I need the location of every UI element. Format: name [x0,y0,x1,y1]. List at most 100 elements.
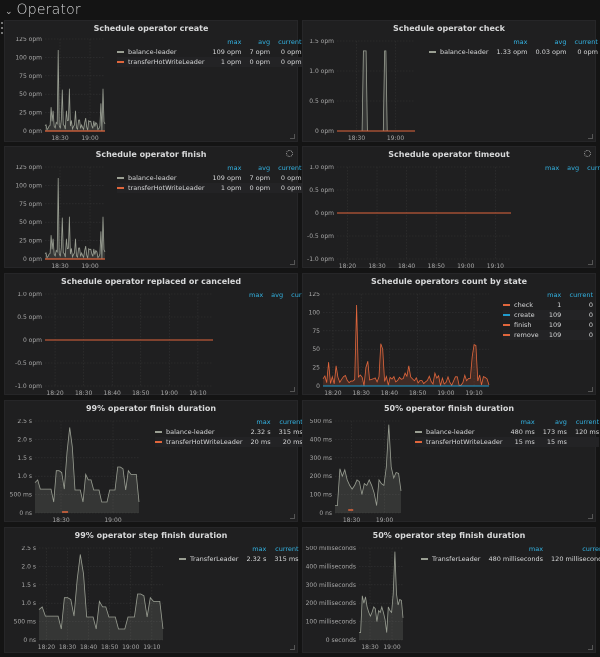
panel-schedule-operator-finish[interactable]: Schedule operator finish 125 opm 100 opm 75… [4,146,302,271]
legend-item[interactable]: check 1 0 [503,300,593,310]
panel-schedule-operator-replaced-or-canceled[interactable]: Schedule operator replaced or canceled 1.… [4,273,315,398]
legend-header-current[interactable]: current [278,38,302,46]
series-color-swatch[interactable] [155,431,162,433]
series-color-swatch[interactable] [429,51,436,53]
legend-item[interactable]: balance-leader 480 ms 173 ms 120 ms [415,427,599,437]
panel-schedule-operator-timeout[interactable]: Schedule operator timeout 1.0 opm 0.5 opm 0… [302,146,600,271]
legend-header-max[interactable]: max [249,291,264,299]
legend-item[interactable]: transferHotWriteLeader 20 ms 20 ms [155,437,303,447]
resize-handle-icon[interactable] [290,645,295,650]
series-color-swatch[interactable] [117,51,124,53]
legend-header-current[interactable]: current [574,38,598,46]
series-color-swatch[interactable] [155,441,162,443]
legend-header-avg[interactable]: avg [258,38,271,46]
legend-header-current[interactable]: current [587,164,600,172]
panel-title[interactable]: Schedule operator timeout [388,150,510,159]
graph-canvas[interactable]: 1.0 opm 0.5 opm 0 opm -0.5 opm -1.0 opm 18:20… [5,292,217,398]
series-color-swatch[interactable] [503,324,510,326]
panel-schedule-operator-create[interactable]: Schedule operator create 125 opm 100 opm 75… [4,20,302,143]
legend-item[interactable]: balance-leader 109 opm 7 opm 0 opm [117,173,302,183]
legend-header-max[interactable]: max [513,38,528,46]
legend-item[interactable]: balance-leader 2.32 s 315 ms [155,427,303,437]
legend-header-max[interactable]: max [252,545,267,553]
resize-handle-icon[interactable] [290,260,295,265]
series-name[interactable]: transferHotWriteLeader [128,58,205,66]
series-name[interactable]: balance-leader [128,174,177,182]
series-name[interactable]: balance-leader [426,428,475,436]
legend-header-max[interactable]: max [520,418,535,426]
legend-item[interactable]: transferHotWriteLeader 15 ms 15 ms [415,437,600,447]
series-color-swatch[interactable] [117,187,124,189]
graph-canvas[interactable]: 500 milliseconds 400 milliseconds 300 mill… [303,546,407,652]
panel-title[interactable]: Schedule operator check [393,24,505,33]
panel-title[interactable]: Schedule operators count by state [370,277,527,286]
panel-title[interactable]: Schedule operator finish [95,150,207,159]
panel-title[interactable]: 99% operator step finish duration [74,531,228,540]
series-name[interactable]: TransferLeader [190,555,239,563]
resize-handle-icon[interactable] [588,645,593,650]
legend-header-current[interactable]: current [575,418,600,426]
panel-title[interactable]: 99% operator finish duration [85,404,217,413]
graph-canvas[interactable]: 500 ms 400 ms 300 ms 200 ms 100 ms 0 ns 18:30 1… [303,419,405,525]
chevron-down-icon[interactable]: ⌄ [5,6,13,17]
legend-header-avg[interactable]: avg [567,164,580,172]
series-name[interactable]: finish [514,321,532,329]
graph-canvas[interactable]: 125 opm 100 opm 75 opm 50 opm 25 opm 0 opm 18:… [5,165,109,271]
panel-title[interactable]: Schedule operator create [93,24,209,33]
graph-canvas[interactable]: 1.5 opm 1.0 opm 0.5 opm 0 opm 18:30 19:00 [303,39,419,143]
row-header-operator[interactable]: ⌄ Operator [0,0,600,20]
legend-item[interactable]: transferHotWriteLeader 1 opm 0 opm 0 opm [117,57,302,67]
panel-schedule-operators-count-by-state[interactable]: Schedule operators count by state 125 100 7… [302,273,596,398]
panel-p50-operator-finish-duration[interactable]: 50% operator finish duration 500 ms 400 ms… [302,400,600,525]
panel-schedule-operator-check[interactable]: Schedule operator check 1.5 opm 1.0 opm 0.5… [302,20,598,143]
series-name[interactable]: check [514,301,534,309]
graph-canvas[interactable]: 125 opm 100 opm 75 opm 50 opm 25 opm 0 opm 18:… [5,37,109,143]
graph-canvas[interactable]: 2.5 s 2.0 s 1.5 s 1.0 s 500 ms 0 ns 18:30 19:00 [5,419,143,525]
resize-handle-icon[interactable] [290,134,295,139]
legend-header-avg[interactable]: avg [258,164,271,172]
legend-item[interactable]: create 109 0 [503,310,593,320]
legend-header-avg[interactable]: avg [554,418,567,426]
series-name[interactable]: balance-leader [440,48,489,56]
graph-canvas[interactable]: 125 100 75 50 25 0 18:20 18:30 18:40 18:50 19:00 19… [303,292,493,398]
resize-handle-icon[interactable] [290,514,295,519]
legend-item[interactable]: balance-leader 109 opm 7 opm 0 opm [117,47,302,57]
series-color-swatch[interactable] [421,558,428,560]
graph-canvas[interactable]: 1.0 opm 0.5 opm 0 opm -0.5 opm -1.0 opm 18:20… [303,165,515,271]
panel-p99-operator-step-finish-duration[interactable]: 99% operator step finish duration 2.5 s 2.… [4,527,299,653]
resize-handle-icon[interactable] [588,514,593,519]
series-name[interactable]: balance-leader [128,48,177,56]
series-color-swatch[interactable] [415,431,422,433]
series-name[interactable]: create [514,311,535,319]
legend-header-current[interactable]: current [582,545,600,553]
legend-header-current[interactable]: current [569,291,593,299]
legend-header-current[interactable]: current [278,164,302,172]
panel-title[interactable]: Schedule operator replaced or canceled [60,277,242,286]
series-color-swatch[interactable] [415,441,422,443]
legend-item[interactable]: transferHotWriteLeader 1 opm 0 opm 0 opm [117,183,302,193]
legend-item[interactable]: TransferLeader 2.32 s 315 ms [179,554,299,564]
series-name[interactable]: balance-leader [166,428,215,436]
series-color-swatch[interactable] [503,334,510,336]
panel-p50-operator-step-finish-duration[interactable]: 50% operator step finish duration 500 mil… [302,527,600,653]
series-color-swatch[interactable] [503,314,510,316]
series-color-swatch[interactable] [503,304,510,306]
series-color-swatch[interactable] [117,177,124,179]
legend-item[interactable]: remove 109 0 [503,330,593,340]
legend-header-avg[interactable]: avg [554,38,567,46]
drag-handle-icon[interactable] [1,22,4,34]
panel-title[interactable]: 50% operator step finish duration [372,531,526,540]
legend-header-current[interactable]: current [275,545,299,553]
legend-item[interactable]: finish 109 0 [503,320,593,330]
series-name[interactable]: TransferLeader [432,555,481,563]
legend-header-current[interactable]: current [279,418,303,426]
panel-title[interactable]: 50% operator finish duration [383,404,515,413]
legend-header-max[interactable]: max [227,164,242,172]
legend-header-max[interactable]: max [545,164,560,172]
resize-handle-icon[interactable] [290,387,295,392]
resize-handle-icon[interactable] [588,260,593,265]
legend-item[interactable]: TransferLeader 480 milliseconds 120 millis… [421,554,600,564]
legend-header-max[interactable]: max [227,38,242,46]
series-color-swatch[interactable] [117,61,124,63]
